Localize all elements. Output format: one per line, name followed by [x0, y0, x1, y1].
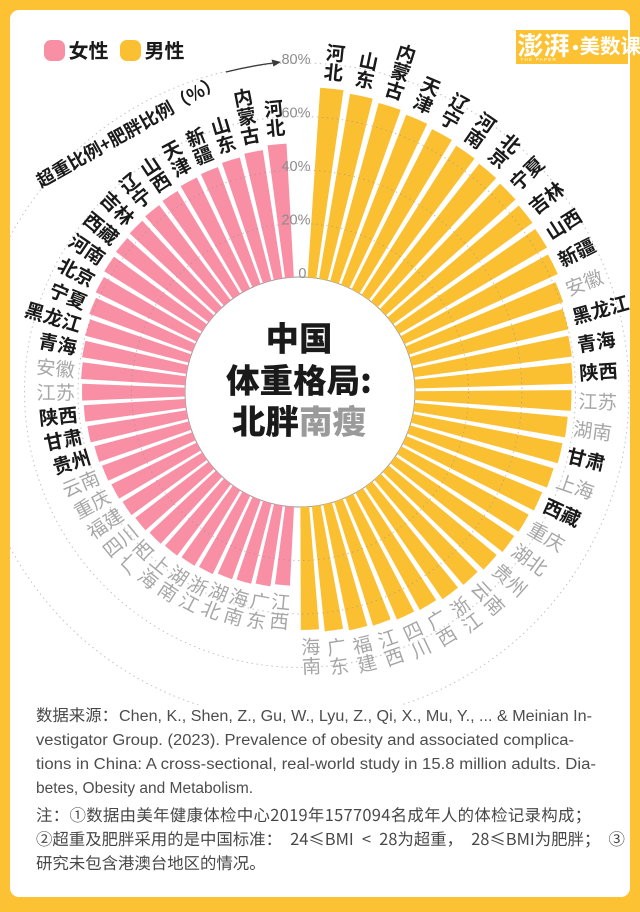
svg-text:40%: 40%	[281, 159, 310, 175]
svg-text:80%: 80%	[281, 52, 310, 68]
svg-text:60%: 60%	[281, 106, 310, 122]
svg-text:vestigator Group. (2023). Prev: vestigator Group. (2023). Prevalence of …	[36, 732, 574, 749]
svg-text:tions in China: A cross-sectio: tions in China: A cross-sectional, real-…	[36, 756, 596, 773]
svg-text:20%: 20%	[281, 213, 310, 229]
svg-text:0: 0	[298, 266, 306, 282]
svg-text:betes, Obesity and Metabolism.: betes, Obesity and Metabolism.	[36, 780, 253, 797]
svg-text:THE PAPER: THE PAPER	[521, 57, 558, 62]
svg-text:Chen, K., Shen, Z., Gu, W., Ly: Chen, K., Shen, Z., Gu, W., Lyu, Z., Qi,…	[119, 708, 592, 725]
